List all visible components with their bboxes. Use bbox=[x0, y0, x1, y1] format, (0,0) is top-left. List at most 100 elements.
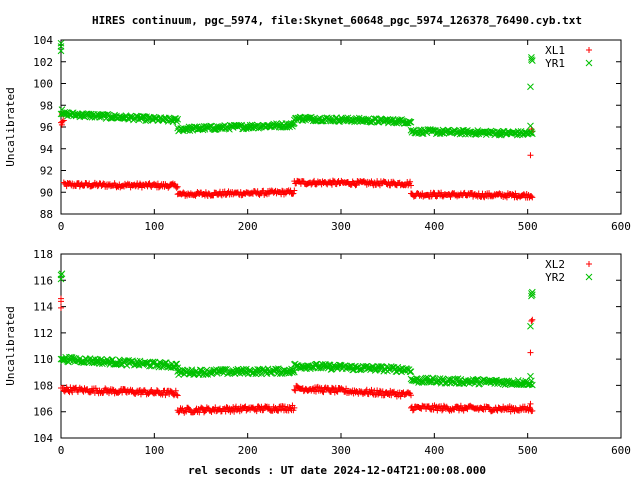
data-point bbox=[433, 193, 440, 200]
data-point bbox=[100, 180, 107, 187]
data-point bbox=[173, 360, 181, 368]
x-tick-label: 100 bbox=[144, 444, 164, 457]
plot-frame bbox=[60, 253, 622, 439]
data-point bbox=[529, 316, 536, 323]
upper-panel: 0 100 200 300 400 500 600 88 90 92 94 96 98 100 102 104… bbox=[4, 34, 631, 233]
data-point bbox=[509, 191, 516, 198]
data-point bbox=[397, 393, 404, 400]
data-point bbox=[57, 39, 65, 47]
data-point bbox=[291, 187, 298, 194]
data-point bbox=[174, 115, 182, 123]
data-point bbox=[407, 118, 415, 126]
data-point bbox=[311, 177, 318, 184]
y-tick-label: 92 bbox=[40, 165, 53, 178]
data-point bbox=[527, 349, 534, 356]
data-point bbox=[58, 106, 66, 113]
data-point bbox=[528, 381, 536, 389]
data-point bbox=[69, 389, 76, 396]
x-tick-label: 100 bbox=[144, 220, 164, 233]
x-axis-label: rel seconds : UT date 2024-12-04T21:00:0… bbox=[188, 464, 486, 477]
data-point bbox=[440, 402, 447, 409]
x-tick-label: 200 bbox=[238, 444, 258, 457]
data-point bbox=[173, 391, 180, 398]
data-point bbox=[368, 386, 375, 393]
series-xl1 bbox=[58, 110, 536, 201]
data-point bbox=[162, 392, 169, 399]
data-point bbox=[320, 389, 327, 396]
x-tick-label: 400 bbox=[424, 220, 444, 233]
data-point bbox=[528, 318, 535, 325]
legend-label-yr2: YR2 bbox=[545, 271, 565, 284]
data-point bbox=[438, 189, 445, 196]
data-point bbox=[410, 406, 417, 413]
x-tick-label: 400 bbox=[424, 444, 444, 457]
data-point bbox=[333, 388, 340, 395]
x-tick-label: 200 bbox=[238, 220, 258, 233]
data-point bbox=[377, 363, 385, 371]
x-tick-label: 500 bbox=[518, 444, 538, 457]
data-point bbox=[289, 122, 296, 130]
data-point bbox=[527, 122, 534, 130]
y-tick-label: 96 bbox=[40, 121, 53, 134]
y-tick-label: 104 bbox=[33, 432, 53, 445]
legend-marker-xl1 bbox=[586, 47, 592, 53]
y-tick-label: 88 bbox=[40, 208, 53, 221]
data-point bbox=[173, 118, 181, 125]
data-point bbox=[173, 184, 180, 191]
data-point bbox=[460, 407, 467, 414]
y-tick-label: 100 bbox=[33, 78, 53, 91]
data-point bbox=[486, 129, 494, 137]
data-point bbox=[253, 408, 260, 415]
data-point bbox=[58, 270, 66, 278]
data-point bbox=[529, 407, 536, 414]
data-point bbox=[353, 364, 360, 371]
data-point bbox=[58, 295, 64, 302]
data-point bbox=[329, 385, 336, 392]
y-tick-label: 112 bbox=[33, 327, 53, 340]
y-tick-label: 94 bbox=[40, 143, 54, 156]
data-point bbox=[199, 405, 206, 412]
data-point bbox=[342, 114, 350, 122]
y-tick-label: 114 bbox=[33, 301, 53, 314]
data-point bbox=[289, 369, 296, 376]
data-point bbox=[172, 360, 180, 368]
x-tick-label: 300 bbox=[331, 444, 351, 457]
data-point bbox=[57, 47, 65, 55]
data-point bbox=[527, 152, 534, 159]
data-point bbox=[527, 372, 534, 380]
data-point bbox=[528, 193, 535, 200]
data-point bbox=[317, 117, 325, 125]
data-point bbox=[328, 388, 335, 395]
series-yr1 bbox=[57, 39, 536, 139]
data-point bbox=[292, 387, 299, 394]
y-tick-label: 118 bbox=[33, 248, 53, 261]
data-point bbox=[67, 384, 74, 391]
series-yr2 bbox=[57, 270, 536, 389]
y-axis-label: Uncalibrated bbox=[4, 87, 17, 166]
x-tick-label: 0 bbox=[58, 220, 65, 233]
data-point bbox=[312, 388, 319, 395]
data-point bbox=[180, 189, 187, 196]
y-tick-label: 106 bbox=[33, 406, 53, 419]
legend-label-yr1: YR1 bbox=[545, 57, 565, 70]
series-xl2 bbox=[58, 295, 536, 416]
data-point bbox=[319, 388, 326, 395]
data-point bbox=[275, 407, 282, 414]
data-point bbox=[281, 403, 288, 410]
data-point bbox=[528, 291, 536, 299]
data-point bbox=[406, 368, 414, 376]
y-axis-label: Uncalibrated bbox=[4, 306, 17, 385]
data-point bbox=[174, 392, 181, 399]
data-point bbox=[137, 180, 144, 187]
x-tick-label: 600 bbox=[611, 444, 631, 457]
data-point bbox=[159, 391, 166, 398]
data-point bbox=[185, 405, 192, 412]
data-point bbox=[223, 404, 230, 411]
data-point bbox=[407, 368, 415, 376]
x-tick-label: 0 bbox=[58, 444, 65, 457]
data-point bbox=[60, 117, 67, 124]
data-point bbox=[528, 130, 536, 138]
data-point bbox=[528, 54, 535, 61]
data-point bbox=[375, 391, 382, 398]
